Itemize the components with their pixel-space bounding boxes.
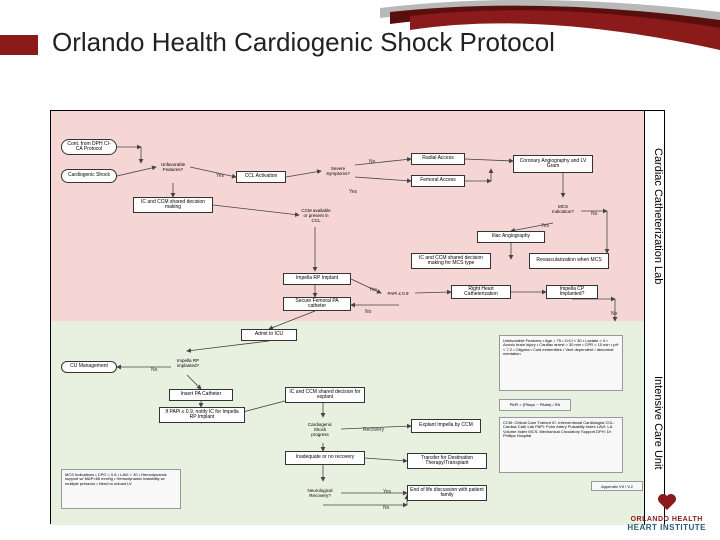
- node-n3: CCL Activation: [236, 171, 286, 183]
- node-n18: If PAPi ≤ 0.9, notify IC for Impella RP …: [159, 407, 245, 423]
- node-n1: Cont. from DPH CI-CA Protocol: [61, 139, 117, 155]
- node-d7: Cardiogenic Shock progress: [303, 417, 337, 441]
- node-n21: Inadequate or no recovery: [285, 451, 365, 465]
- node-n14: Secure Femoral PA catheter: [283, 297, 351, 311]
- edge-label: No: [611, 311, 617, 317]
- node-n12: Right Heart Catheterization: [451, 285, 511, 299]
- edge-label: No: [369, 159, 375, 165]
- edge-label: Yes: [349, 189, 357, 195]
- node-n2: Cardiogenic Shock: [61, 169, 117, 183]
- node-n10: IC and CCM shared decision making for MC…: [411, 253, 491, 269]
- logo-line2: HEART INSTITUTE: [627, 523, 706, 532]
- node-n11: Impella RP Implant: [283, 273, 351, 285]
- node-d5: PAPi ≤ 0.9: [381, 281, 415, 305]
- edge-label: No: [591, 211, 597, 217]
- edge-label: Recovery: [363, 427, 384, 433]
- node-d1: Unfavorable Features?: [156, 155, 190, 179]
- accent-bar: [0, 35, 38, 55]
- node-n23: End of life discussion with patient fami…: [407, 485, 487, 501]
- node-n16: CU Management: [61, 361, 117, 373]
- edge-label: Yes: [216, 173, 224, 179]
- node-d4: MCS Indication?: [546, 197, 580, 221]
- node-note5: Appendix VII / V.2: [591, 481, 643, 491]
- node-n8: Iliac Angiography: [477, 231, 545, 243]
- edge-label: No: [365, 309, 371, 315]
- node-n5: Femoral Access: [411, 175, 465, 187]
- node-n6: Coronary Angiography and LV Gram: [513, 155, 593, 173]
- node-d2: Severe Symptoms?: [321, 159, 355, 183]
- node-n7: IC and CCM shared decision making: [133, 197, 213, 213]
- header-swoosh: [380, 0, 720, 80]
- node-n15: Admit to ICU: [241, 329, 297, 341]
- node-n19: IC and CCM shared decision for explant: [285, 387, 365, 403]
- edge-label: Yes: [541, 223, 549, 229]
- node-n4: Radial Access: [411, 153, 465, 165]
- logo: ORLANDO HEALTH HEART INSTITUTE: [627, 493, 706, 532]
- section-label-cath_lab: Cardiac Catheterization Lab: [644, 111, 664, 321]
- logo-line1: ORLANDO HEALTH: [627, 516, 706, 523]
- node-d3: CCM available or present in CCL: [299, 203, 333, 227]
- edge-label: No: [151, 367, 157, 373]
- node-n13: Impella CP Implanted?: [546, 285, 598, 299]
- edge-label: No: [383, 505, 389, 511]
- edge-label: Yes: [369, 287, 377, 293]
- edge-label: Yes: [383, 489, 391, 495]
- node-d6: Impella RP implanted?: [171, 351, 205, 375]
- node-n22: Transfer for Destination Therapy/Transpl…: [407, 453, 487, 469]
- node-d8: Neurological Recovery?: [303, 481, 337, 505]
- node-n20: Explant Impella by CCM: [411, 419, 481, 433]
- protocol-diagram: DPH Cardiogenic Shock Protocol Cardiac C…: [50, 110, 665, 524]
- node-note2: PAPi = (PAsys − PAdia) / RA: [499, 399, 571, 411]
- node-note1: Unfavorable Features • Age > 75 • CrCl <…: [499, 335, 623, 391]
- node-n9: Revascularization when MCS: [529, 253, 609, 269]
- node-note4: MCS Indications • CPO < 0.6 • LAVI > 30 …: [61, 469, 181, 509]
- node-n17: Insert PA Catheter: [169, 389, 233, 401]
- node-note3: CCM: Critical Care Trained IC: Intervent…: [499, 417, 623, 473]
